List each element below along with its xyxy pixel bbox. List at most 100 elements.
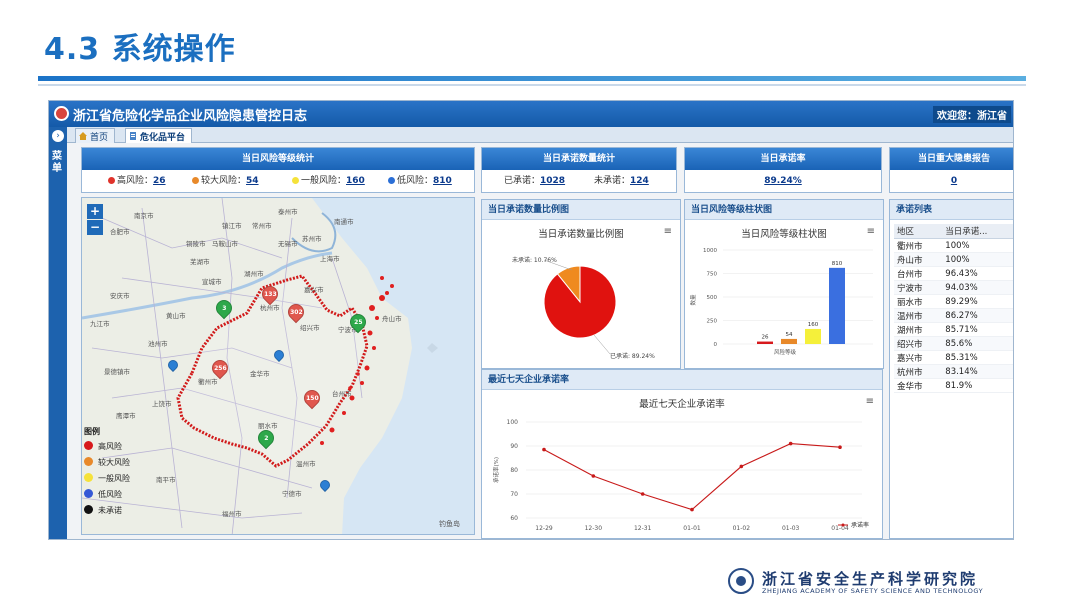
risk-map[interactable]: 南京市 常州市 苏州市 上海市 无锡市 镇江市 合肥市 芜湖市 宣城市 湖州市 … [81, 197, 475, 535]
side-menu-rail[interactable]: › 菜单 [49, 127, 67, 539]
rate-link[interactable]: 89.24% [764, 176, 802, 186]
bar [829, 267, 845, 344]
risk-low-icon [388, 177, 395, 184]
expand-menu-icon[interactable]: › [52, 130, 64, 142]
promise-stats-row: 已承诺：1028 未承诺：124 [482, 170, 676, 192]
promise-done: 已承诺：1028 [504, 170, 565, 192]
table-row[interactable]: 湖州市 85.71% [894, 322, 1013, 337]
risk-item-high: 高风险：26 [108, 170, 166, 192]
legend-label: 未承诺 [98, 506, 122, 515]
welcome-user[interactable]: 欢迎您：浙江省 [933, 106, 1011, 123]
line-panel: 最近七天企业承诺率 最近七天企业承诺率 ≡ 60 70 80 90 100 承诺率(%) 1… [481, 369, 883, 539]
table-row[interactable]: 台州市 96.43% [894, 266, 1013, 281]
table-row[interactable]: 温州市 86.27% [894, 308, 1013, 323]
city-label: 南通市 [334, 218, 354, 226]
cell-area: 台州市 [894, 266, 943, 281]
cell-rate: 85.31% [942, 350, 1013, 365]
table-row[interactable]: 舟山市 100% [894, 252, 1013, 267]
risk-low-link[interactable]: 810 [433, 176, 452, 186]
column-header-area[interactable]: 地区 [894, 224, 943, 239]
tab-bar: 首页 危化品平台 [67, 127, 1013, 143]
city-label: 池州市 [148, 340, 168, 348]
city-label: 绍兴市 [300, 324, 320, 332]
table-row[interactable]: 绍兴市 85.6% [894, 336, 1013, 351]
series-point [690, 507, 694, 512]
table-row[interactable]: 宁波市 94.03% [894, 280, 1013, 295]
city-label: 台州市 [332, 390, 352, 398]
bar-chart-title: 当日风险等级柱状图 [741, 229, 827, 240]
cell-rate: 85.6% [942, 336, 1013, 351]
promise-stats-panel: 当日承诺数量统计 已承诺：1028 未承诺：124 [481, 147, 677, 193]
zoom-in-button[interactable]: + [87, 204, 103, 219]
y-tick-label: 70 [510, 491, 518, 498]
pie-chart: 未承诺: 10.76% 已承诺: 89.24% [512, 256, 655, 360]
marker-count: 150 [306, 394, 319, 402]
city-label: 南平市 [156, 476, 176, 484]
risk-general-label: 一般风险： [301, 176, 347, 186]
pie-label-line [543, 259, 573, 271]
city-label: 宣城市 [202, 278, 222, 286]
city-label: 杭州市 [260, 304, 280, 312]
side-menu-label[interactable]: 菜单 [52, 151, 62, 174]
y-axis-label: 承诺率(%) [492, 457, 500, 483]
cell-area: 杭州市 [894, 364, 943, 379]
chart-menu-icon[interactable]: ≡ [663, 226, 672, 237]
city-label: 黄山市 [166, 312, 186, 320]
legend-item: 较大风险 [84, 457, 146, 473]
institute-name-en: ZHEJIANG ACADEMY OF SAFETY SCIENCE AND T… [762, 587, 984, 595]
city-label: 铜陵市 [186, 240, 206, 248]
tab-home[interactable]: 首页 [75, 128, 116, 143]
risk-major-link[interactable]: 54 [246, 176, 259, 186]
chart-menu-icon[interactable]: ≡ [865, 396, 874, 407]
cell-rate: 85.71% [942, 322, 1013, 337]
risk-high-link[interactable]: 26 [153, 176, 166, 186]
table-row[interactable]: 衢州市 100% [894, 238, 1013, 253]
promise-done-link[interactable]: 1028 [540, 176, 566, 186]
y-axis-label: 数量 [689, 294, 697, 306]
risk-general-icon [292, 177, 299, 184]
risk-item-general: 一般风险：160 [292, 170, 365, 192]
table-row[interactable]: 杭州市 83.14% [894, 364, 1013, 379]
x-tick-label: 01-02 [733, 525, 751, 532]
city-label: 金华市 [250, 370, 270, 378]
y-tick-label: 60 [510, 515, 518, 522]
series-point [739, 464, 744, 469]
pie-panel: 当日承诺数量比例图 当日承诺数量比例图 ≡ 未承诺: 10.76% 已承诺: 89… [481, 199, 681, 369]
x-tick-label: 12-29 [535, 525, 553, 532]
city-label: 九江市 [90, 320, 110, 328]
risk-major-icon [192, 177, 199, 184]
y-tick-label: 100 [507, 419, 519, 426]
city-label: 上饶市 [152, 400, 172, 408]
column-header-rate[interactable]: 当日承诺... [942, 224, 1013, 239]
city-label: 芜湖市 [190, 258, 210, 266]
table-row[interactable]: 金华市 81.9% [894, 378, 1013, 393]
marker-count: 302 [290, 308, 303, 316]
chart-menu-icon[interactable]: ≡ [866, 226, 875, 237]
series-point [838, 445, 842, 449]
risk-major-label: 较大风险： [201, 176, 247, 186]
institute-name-cn: 浙江省安全生产科学研究院 [762, 570, 979, 588]
y-tick-label: 90 [510, 443, 518, 450]
city-label: 鹰潭市 [116, 412, 136, 420]
line-chart: 60 70 80 90 100 承诺率(%) 12-29 12-30 12-31 01-01 01-… [492, 419, 869, 532]
slide-title: 4.3 系统操作 [44, 32, 236, 67]
table-row[interactable]: 嘉兴市 85.31% [894, 350, 1013, 365]
rate-title: 当日承诺率 [685, 148, 881, 170]
legend-marker [841, 523, 845, 527]
city-label: 安庆市 [110, 292, 130, 300]
table-row[interactable]: 丽水市 89.29% [894, 294, 1013, 309]
rate-row: 89.24% [685, 170, 881, 192]
promise-undone-link[interactable]: 124 [630, 176, 649, 186]
risk-general-link[interactable]: 160 [346, 176, 365, 186]
report-link[interactable]: 0 [950, 176, 958, 186]
risk-low-label: 低风险： [397, 176, 434, 186]
risk-stats-title: 当日风险等级统计 [82, 148, 474, 170]
bar-value-label: 26 [762, 335, 769, 341]
app-logo-icon [54, 106, 69, 121]
zoom-out-button[interactable]: − [87, 220, 103, 235]
legend-item: 低风险 [84, 489, 146, 505]
cell-rate: 96.43% [942, 266, 1013, 281]
promise-list-panel: 承诺列表 地区 当日承诺... 衢州市 100% 舟山市 100% 台州市 96.43% 宁… [889, 199, 1013, 539]
tab-platform[interactable]: 危化品平台 [125, 128, 193, 143]
legend-title: 图例 [84, 427, 100, 436]
